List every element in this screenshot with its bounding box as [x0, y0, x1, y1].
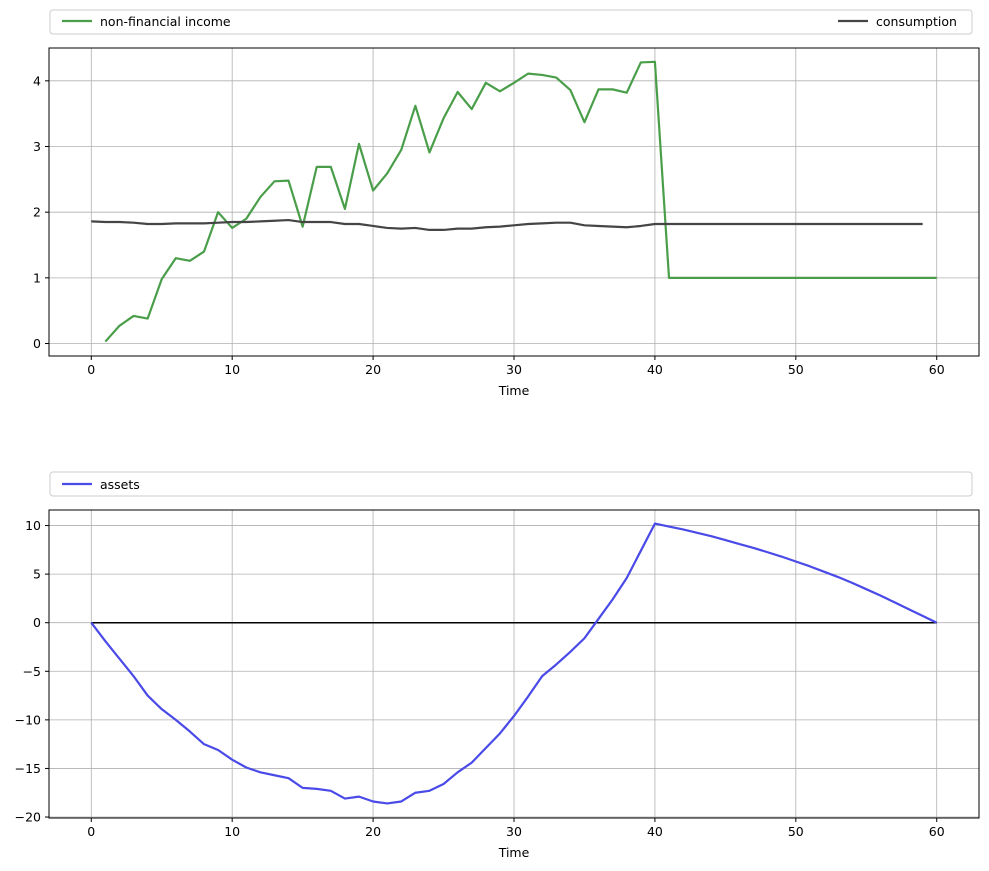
- y-tick-label: 5: [33, 567, 41, 582]
- x-tick-label: 30: [506, 362, 522, 377]
- y-tick-label: 0: [33, 615, 41, 630]
- top-plot: 0 10 20 30 40 50 60 0 1 2 3 4 Time: [33, 47, 980, 398]
- x-tick-label: 10: [224, 362, 240, 377]
- y-tick-label: 0: [33, 336, 41, 351]
- x-tick-label: 40: [647, 362, 663, 377]
- x-axis-label: Time: [498, 845, 530, 860]
- y-tick-label: 4: [33, 73, 41, 88]
- y-tick-label: −10: [15, 712, 41, 727]
- series-line-consumption: [91, 218, 923, 232]
- y-tick-label: 1: [33, 270, 41, 285]
- x-tick-label: 20: [365, 824, 381, 839]
- legend-top: non-financial income consumption: [49, 9, 973, 35]
- x-tick-label: 20: [365, 362, 381, 377]
- x-axis-label: Time: [498, 383, 530, 398]
- series-line-non-financial-income: [104, 60, 937, 343]
- legend-label-income: non-financial income: [100, 14, 231, 29]
- y-tick-label: 10: [25, 518, 41, 533]
- legend-bottom: assets: [49, 471, 973, 497]
- y-tick-label: −15: [15, 761, 41, 776]
- x-tick-label: 10: [224, 824, 240, 839]
- y-tick-label: −20: [15, 810, 41, 825]
- legend-label-assets: assets: [100, 477, 140, 492]
- series-line-assets: [90, 522, 938, 805]
- y-tick-label: 2: [33, 205, 41, 220]
- x-tick-label: 50: [788, 362, 804, 377]
- legend-label-consumption: consumption: [876, 14, 957, 29]
- x-tick-label: 50: [788, 824, 804, 839]
- x-tick-label: 60: [929, 824, 945, 839]
- x-tick-label: 60: [929, 362, 945, 377]
- x-tick-label: 40: [647, 824, 663, 839]
- x-tick-label: 0: [87, 362, 95, 377]
- y-tick-label: 3: [33, 139, 41, 154]
- bottom-plot: 0 10 20 30 40 50 60 −20 −15 −10 −5 0 5 10 Time: [15, 509, 980, 860]
- x-tick-label: 30: [506, 824, 522, 839]
- x-tick-label: 0: [87, 824, 95, 839]
- y-tick-label: −5: [23, 664, 41, 679]
